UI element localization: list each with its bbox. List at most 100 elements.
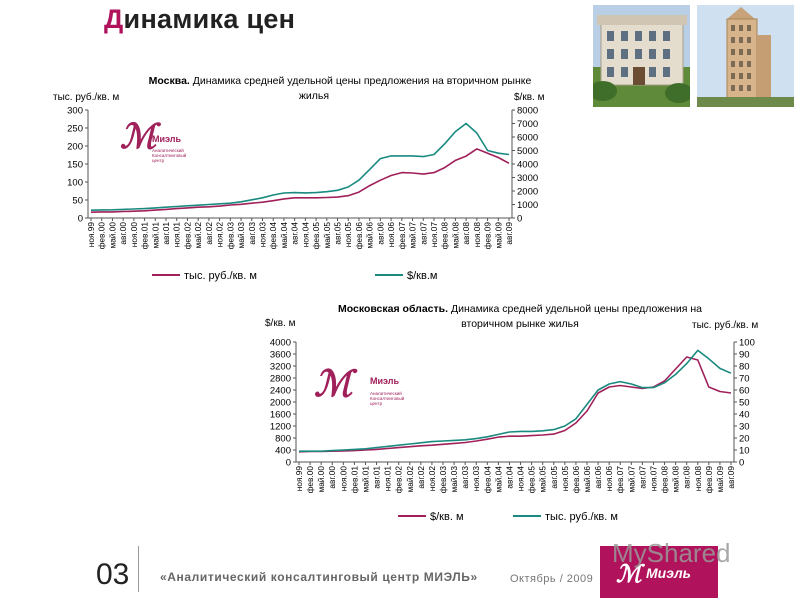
c1-x-tick-label: фев.02: [182, 222, 192, 250]
chart1-title-line2: жилья: [299, 90, 329, 102]
c2-x-tick-label: ноя.02: [427, 466, 437, 492]
c1-x-tick-label: май.06: [365, 222, 375, 249]
building-photo-2: [697, 5, 794, 107]
c2-x-tick-label: май.06: [582, 466, 592, 493]
c1-x-tick-label: фев.00: [97, 222, 107, 250]
c2-x-tick-label: май.00: [316, 466, 326, 493]
c2-x-tick-label: авг.04: [504, 466, 514, 489]
logo-subtitle-3: центр: [152, 158, 165, 163]
c2-x-tick-label: фев.06: [571, 466, 581, 494]
c2-x-tick-label: авг.06: [593, 466, 603, 489]
c2-x-tick-label: ноя.01: [383, 466, 393, 492]
c1-left-tick-label: 300: [67, 106, 83, 117]
chart1-series: [90, 122, 510, 213]
chart1-title: Москва. Динамика средней удельной цены п…: [149, 75, 532, 87]
c2-series-line-2: [299, 349, 732, 452]
c1-right-tick-label: 4000: [517, 160, 538, 171]
c2-right-tick-label: 100: [739, 338, 755, 349]
c1-x-tick-label: ноя.01: [172, 222, 182, 248]
logo-subtitle-2: Консалтинговый: [370, 395, 405, 401]
c2-right-tick-label: 50: [739, 398, 750, 409]
c2-x-tick-label: фев.02: [394, 466, 404, 494]
c2-x-tick-label: авг.07: [637, 466, 647, 489]
c2-x-tick-label: ноя.99: [294, 466, 304, 492]
moscow-region-price-chart: Московская область. Динамика средней уде…: [265, 303, 758, 523]
c1-right-tick-label: 0: [517, 214, 522, 225]
c1-x-tick-label: ноя.02: [215, 222, 225, 248]
c2-right-tick-label: 90: [739, 350, 750, 361]
c2-left-tick-label: 3200: [270, 362, 291, 373]
c1-x-tick-label: авг.02: [204, 222, 214, 245]
c1-x-tick-label: фев.07: [397, 222, 407, 250]
c2-x-tick-label: авг.09: [726, 466, 736, 489]
c1-x-tick-label: фев.06: [354, 222, 364, 250]
c1-left-tick-label: 150: [67, 160, 83, 171]
c2-left-tick-label: 2400: [270, 386, 291, 397]
chart2-x-ticks: ноя.99 фев.00 май.00 авг.00 ноя.00 фев.01 май.…: [294, 462, 736, 493]
chart1-legend: тыс. руб./кв. м $/кв.м: [152, 270, 437, 282]
c2-left-tick-label: 0: [286, 458, 291, 469]
c1-x-tick-label: авг.03: [247, 222, 257, 245]
c2-left-tick-label: 2000: [270, 398, 291, 409]
footer-logo-text: Миэль: [646, 565, 691, 581]
c1-x-tick-label: авг.00: [118, 222, 128, 245]
c1-x-tick-label: ноя.06: [386, 222, 396, 248]
c1-x-tick-label: ноя.05: [343, 222, 353, 248]
c2-left-tick-label: 1200: [270, 422, 291, 433]
c2-left-tick-label: 2800: [270, 374, 291, 385]
c1-x-tick-label: фев.05: [311, 222, 321, 250]
c2-right-tick-label: 20: [739, 434, 750, 445]
slide-number: 03: [96, 558, 130, 591]
c1-series-line-1: [90, 148, 510, 213]
chart2-right-axis-label: тыс. руб./кв. м: [692, 319, 758, 331]
c2-x-tick-label: фев.00: [305, 466, 315, 494]
c1-x-tick-label: май.04: [279, 222, 289, 249]
logo-subtitle-3: центр: [370, 401, 383, 406]
c1-right-tick-label: 3000: [517, 173, 538, 184]
c2-right-tick-label: 30: [739, 422, 750, 433]
c2-x-tick-label: ноя.04: [516, 466, 526, 492]
c2-x-tick-label: май.07: [626, 466, 636, 493]
c1-x-tick-label: май.03: [236, 222, 246, 249]
c1-left-tick-label: 0: [78, 214, 83, 225]
c1-x-tick-label: май.09: [493, 222, 503, 249]
chart2-title-line2: вторичном рынке жилья: [461, 318, 579, 330]
c1-x-tick-label: май.07: [408, 222, 418, 249]
c1-x-tick-label: ноя.00: [129, 222, 139, 248]
c2-x-tick-label: май.08: [671, 466, 681, 493]
c2-right-tick-label: 80: [739, 362, 750, 373]
logo-mark-icon: ℳ: [120, 118, 162, 156]
c2-x-tick-label: май.01: [360, 466, 370, 493]
chart1-title-bold: Москва.: [149, 75, 190, 87]
c1-left-tick-label: 100: [67, 178, 83, 189]
c2-x-tick-label: фев.01: [349, 466, 359, 494]
c1-right-tick-label: 8000: [517, 106, 538, 117]
c1-x-tick-label: фев.08: [440, 222, 450, 250]
chart1-left-axis-label: тыс. руб./кв. м: [53, 91, 119, 103]
c1-right-tick-label: 7000: [517, 119, 538, 130]
chart2-legend: $/кв. м тыс. руб./кв. м: [398, 511, 618, 523]
logo-subtitle-1: Аналитический: [370, 390, 402, 396]
c1-x-tick-label: авг.09: [504, 222, 514, 245]
c1-x-tick-label: фев.03: [225, 222, 235, 250]
c2-left-tick-label: 3600: [270, 350, 291, 361]
chart2-left-axis-label: $/кв. м: [265, 318, 296, 329]
footer-logo-mark-icon: ℳ: [616, 561, 646, 588]
c2-x-tick-label: ноя.03: [471, 466, 481, 492]
c2-x-tick-label: ноя.05: [560, 466, 570, 492]
chart1-legend-label-2: $/кв.м: [407, 270, 437, 282]
c2-right-tick-label: 70: [739, 374, 750, 385]
logo-brand: Миэль: [152, 134, 181, 144]
c2-x-tick-label: авг.02: [416, 466, 426, 489]
footer-date: Октябрь / 2009: [510, 573, 594, 585]
c2-x-tick-label: фев.05: [527, 466, 537, 494]
page-title-first-letter: Д: [104, 4, 124, 34]
page-title-rest: инамика цен: [123, 4, 296, 34]
chart2-plot-area: [295, 342, 735, 463]
chart2-logo: ℳ Миэль Аналитический Консалтинговый цен…: [314, 363, 405, 406]
chart2-title-bold: Московская область.: [338, 303, 448, 315]
c1-right-tick-label: 5000: [517, 146, 538, 157]
c2-x-tick-label: май.04: [493, 466, 503, 493]
c1-x-tick-label: авг.05: [333, 222, 343, 245]
